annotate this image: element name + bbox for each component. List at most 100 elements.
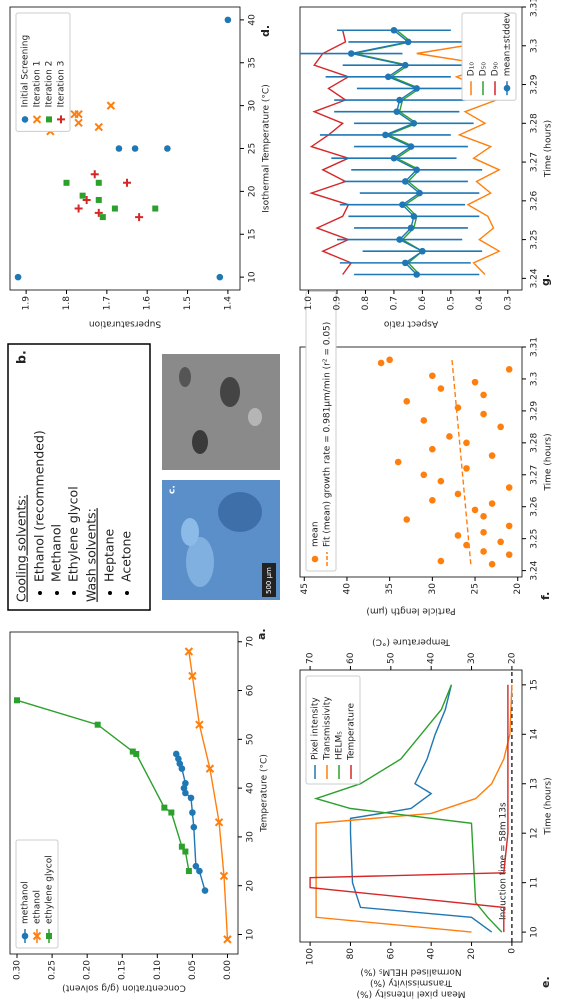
y-tick-label: 1.7 xyxy=(102,296,112,310)
marker xyxy=(394,458,402,466)
x-tick-label: 3.27 xyxy=(530,465,540,485)
legend-box xyxy=(15,12,71,132)
x-tick-label: 11 xyxy=(530,877,540,888)
marker xyxy=(437,385,445,392)
marker xyxy=(129,748,136,755)
x-tick-label: 3.29 xyxy=(530,74,540,94)
x-axis-label: Time (hours) xyxy=(544,777,554,835)
y-axis-label: Aspect ratio xyxy=(383,319,438,329)
y-tick-label: 1.4 xyxy=(223,296,233,311)
marker xyxy=(454,490,462,498)
legend-marker xyxy=(32,931,42,941)
y-tick-label: 0.00 xyxy=(223,960,233,980)
marker xyxy=(407,143,415,150)
marker xyxy=(471,378,479,386)
y-tick-label: 30 xyxy=(428,583,438,595)
marker xyxy=(416,189,423,197)
crystal xyxy=(218,492,262,532)
image-label: c. xyxy=(168,485,178,494)
marker xyxy=(135,213,144,222)
marker xyxy=(115,145,123,152)
x-tick-label: 20 xyxy=(248,185,258,197)
marker xyxy=(402,61,409,69)
crystal xyxy=(181,518,199,546)
y-tick-label: 20 xyxy=(513,583,523,595)
marker xyxy=(224,16,232,24)
marker xyxy=(82,195,91,204)
marker xyxy=(106,101,116,110)
marker xyxy=(413,166,420,174)
solvent: Heptane xyxy=(102,528,117,582)
y-tick-label: 1.9 xyxy=(22,296,32,311)
marker xyxy=(223,935,232,944)
marker xyxy=(403,398,411,405)
y-axis-label: Mean pixel intensity (%) xyxy=(357,989,466,999)
legend-marker xyxy=(32,115,42,124)
x-tick-label: 3.24 xyxy=(530,560,540,580)
marker xyxy=(505,551,513,558)
marker xyxy=(14,697,21,704)
x-tick-label: 3.31 xyxy=(530,337,540,357)
marker xyxy=(14,273,22,281)
marker xyxy=(187,794,195,802)
marker xyxy=(164,145,171,152)
marker xyxy=(205,764,215,773)
y-tick-label: 20 xyxy=(467,948,477,960)
y-tick-label: 0.7 xyxy=(389,296,399,310)
marker xyxy=(131,145,139,152)
marker xyxy=(192,862,200,870)
x-tick-label: 3.31 xyxy=(530,0,540,17)
marker xyxy=(196,867,203,875)
bullet xyxy=(55,591,59,595)
marker xyxy=(497,538,504,546)
marker xyxy=(347,50,355,57)
marker xyxy=(168,809,175,816)
micrograph-grey xyxy=(162,354,280,470)
y-tick-label: 1.6 xyxy=(143,296,153,311)
legend-marker xyxy=(503,84,511,92)
y-tick-label: 100 xyxy=(306,948,316,965)
marker xyxy=(399,201,406,209)
x-axis-label: Time (hours) xyxy=(544,433,554,491)
series-line xyxy=(309,684,509,933)
marker xyxy=(123,178,132,187)
marker xyxy=(410,213,418,220)
x-tick-label: 10 xyxy=(248,271,258,283)
y2-tick-label: 60 xyxy=(346,652,356,664)
x-tick-label: 35 xyxy=(248,57,258,68)
y2-tick-label: 40 xyxy=(427,652,437,664)
panel-label: b. xyxy=(14,350,29,364)
legend-label: mean±stddev xyxy=(503,12,513,76)
y-tick-label: 0.05 xyxy=(188,960,198,980)
y-tick-label: 0.4 xyxy=(475,296,485,311)
legend-marker xyxy=(21,932,29,940)
marker xyxy=(95,179,102,186)
y-tick-label: 35 xyxy=(385,583,395,594)
marker xyxy=(382,131,389,139)
legend-box xyxy=(305,675,361,785)
marker xyxy=(161,804,168,811)
marker xyxy=(407,224,415,232)
y-axis-label: Concentration (g/g solvent) xyxy=(62,983,186,993)
marker xyxy=(488,452,496,459)
x-tick-label: 10 xyxy=(530,926,540,938)
marker xyxy=(488,560,496,568)
y2-tick-label: 30 xyxy=(467,652,477,664)
marker xyxy=(471,506,479,514)
solvent: Ethylene glycol xyxy=(66,486,81,582)
x-tick-label: 3.26 xyxy=(530,191,540,211)
panel-label: g. xyxy=(539,274,552,286)
panel: d. 10 15 20 25 30 35 40 1.4 1.5 1.6 1.7 1.8 1.9 Isothe… xyxy=(9,6,272,329)
marker xyxy=(437,557,445,565)
legend-label: Iteration 3 xyxy=(57,61,67,108)
marker xyxy=(172,750,180,758)
marker xyxy=(70,109,79,119)
y-axis-label: Normalised HELM₅ (%) xyxy=(360,967,461,977)
panel: e. 10 11 12 13 14 15 0 20 40 60 80 100 20 30 40 50 60 70 Ti… xyxy=(299,637,554,999)
x-tick-label: 3.25 xyxy=(530,230,540,250)
x-tick-label: 15 xyxy=(530,679,540,690)
marker xyxy=(393,108,401,115)
legend-marker xyxy=(57,115,65,124)
marker xyxy=(79,192,86,199)
